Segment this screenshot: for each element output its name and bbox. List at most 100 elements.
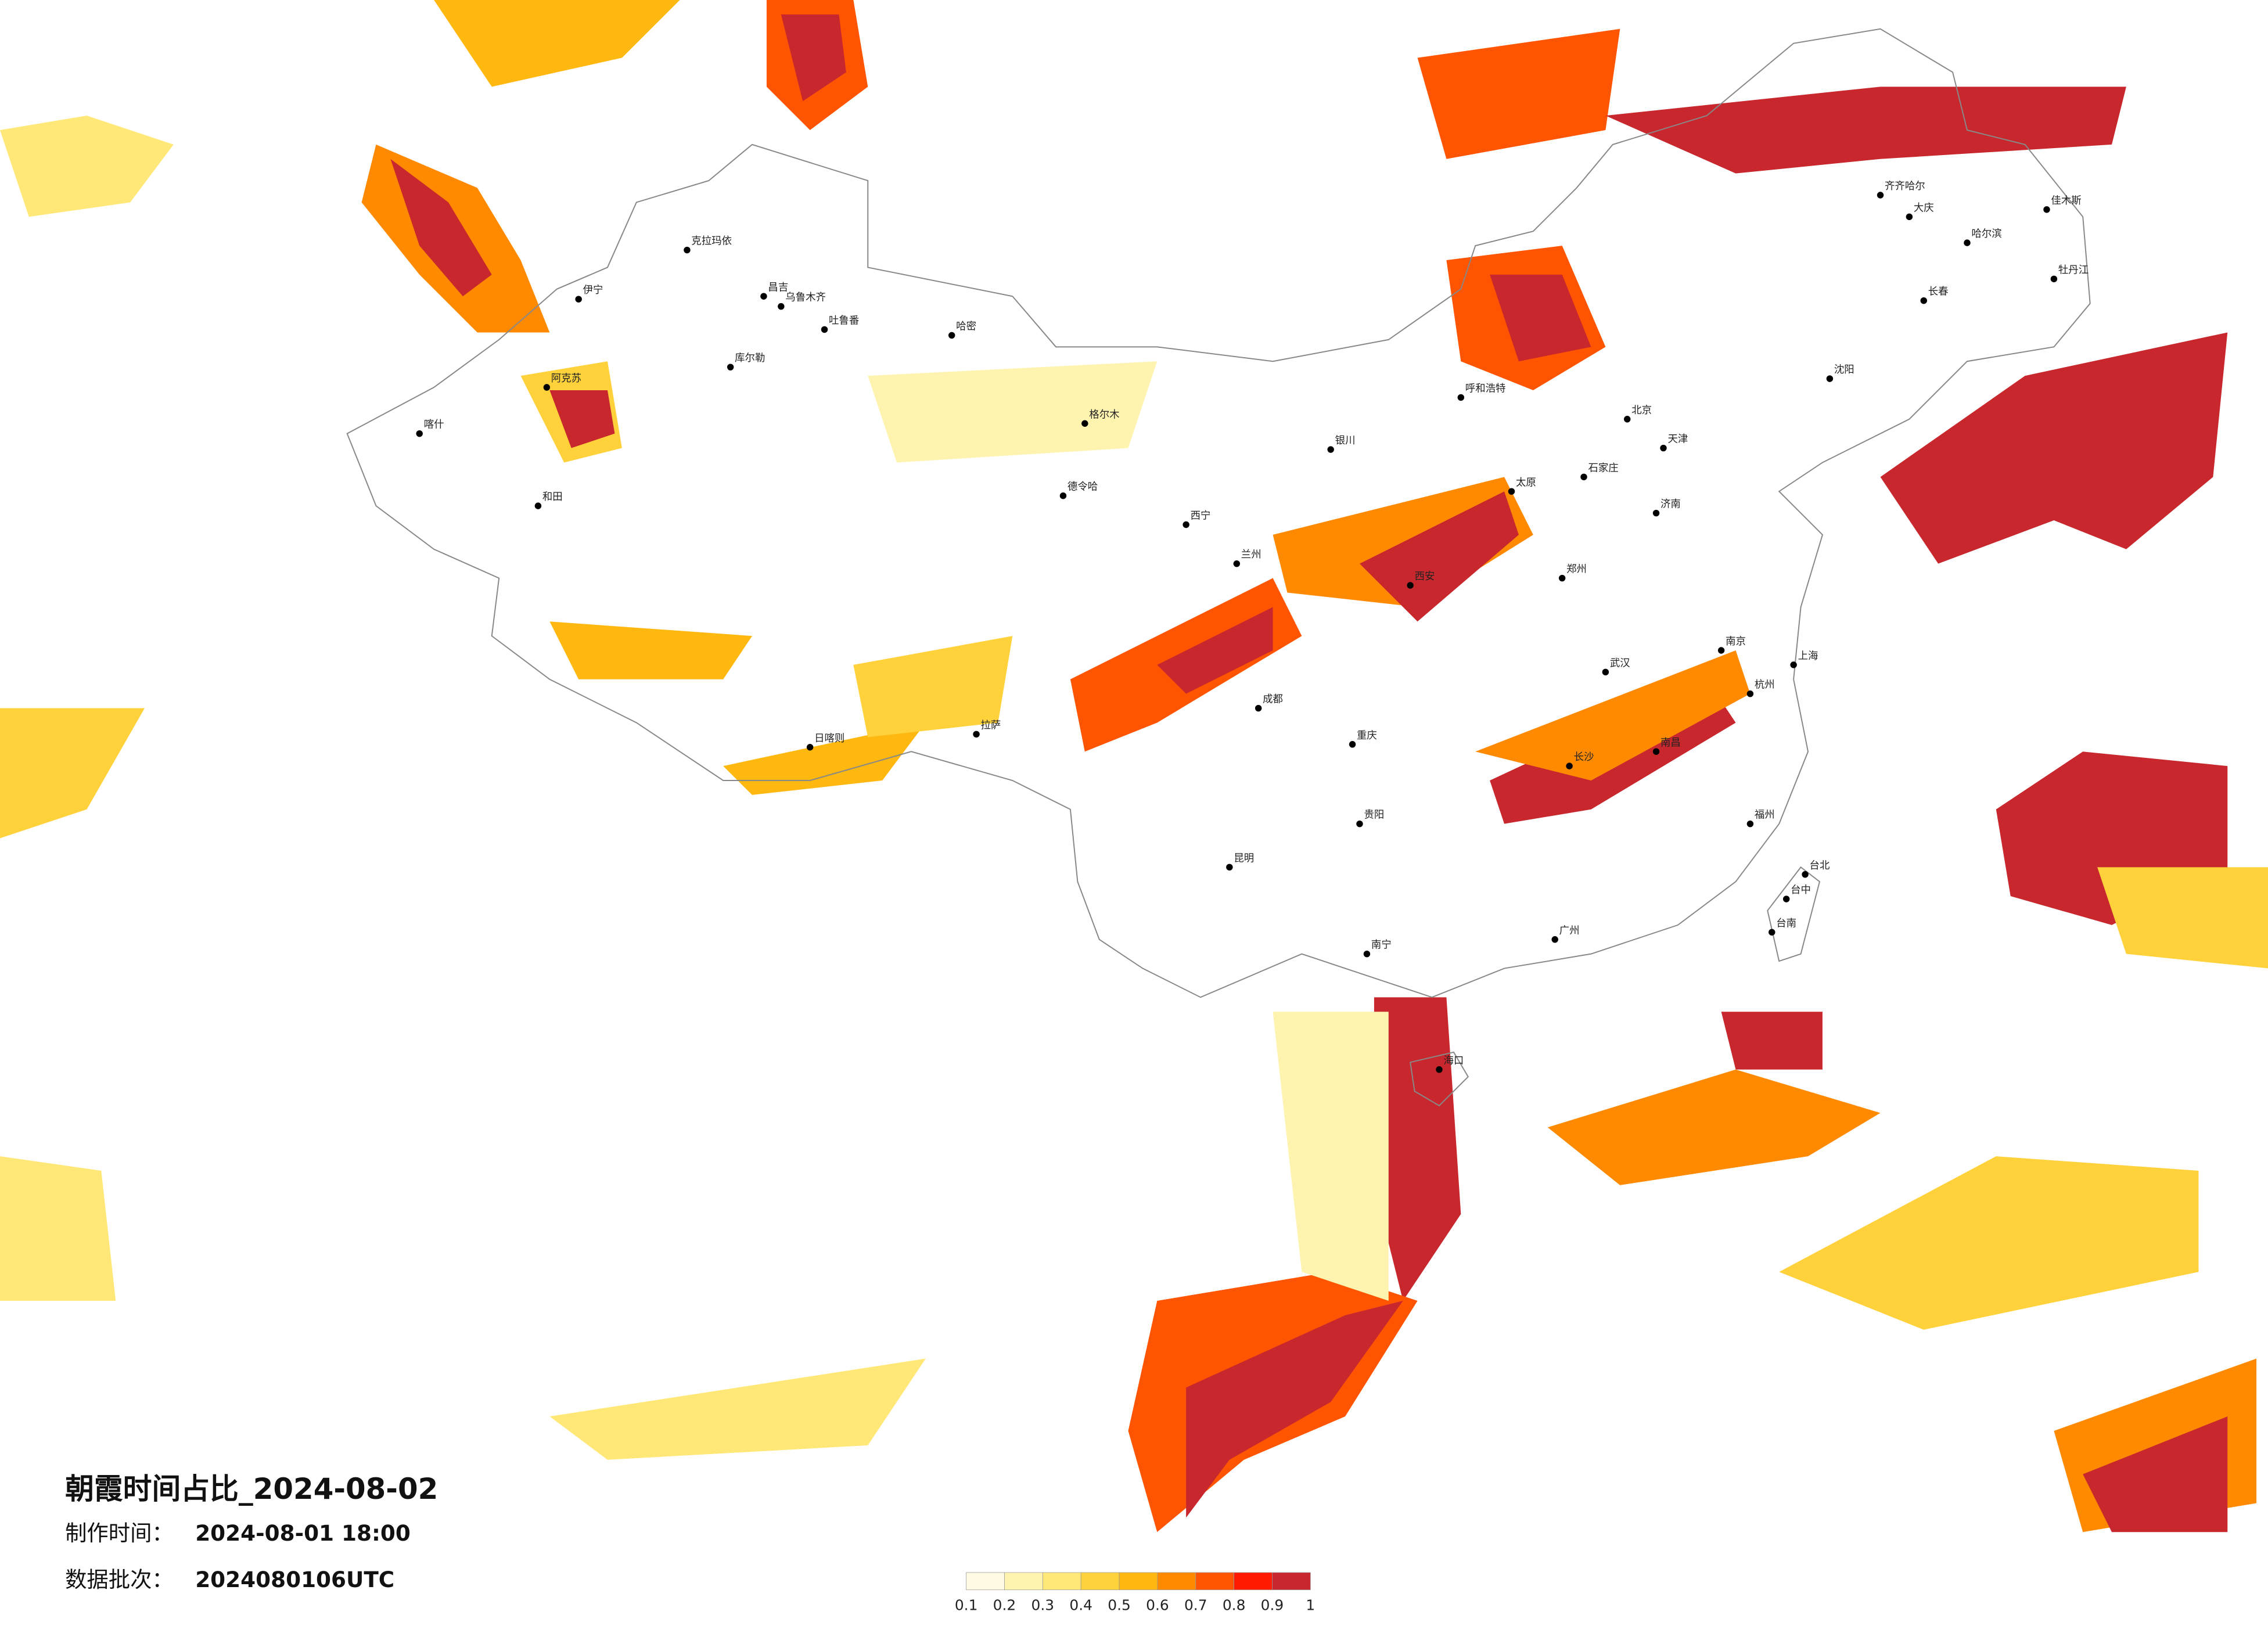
heat-patch <box>1374 997 1461 1301</box>
map-title: 朝霞时间占比_2024-08-02 <box>65 1472 438 1506</box>
city-dot <box>727 364 734 370</box>
city-label: 台南 <box>1776 918 1796 929</box>
taiwan-outline <box>1767 866 1821 962</box>
city-dot <box>1920 297 1928 304</box>
city-label: 银川 <box>1335 435 1356 447</box>
city-dot <box>1580 473 1587 481</box>
heat-patch <box>434 0 680 87</box>
heat-patch <box>1721 1012 1823 1070</box>
city-label: 佳木斯 <box>2051 195 2081 207</box>
legend-swatch <box>1080 1572 1120 1591</box>
info-label: 制作时间： <box>65 1520 174 1546</box>
city-dot <box>1746 690 1754 697</box>
city-label: 贵阳 <box>1364 810 1384 821</box>
legend-swatch <box>1195 1572 1234 1591</box>
city-dot <box>1652 509 1660 517</box>
city-label: 牡丹江 <box>2058 264 2089 276</box>
city-label: 呼和浩特 <box>1465 383 1506 394</box>
info-value: 2024-08-01 18:00 <box>195 1520 411 1546</box>
city-dot <box>1717 647 1725 654</box>
heat-patch <box>1490 274 1591 362</box>
city-label: 福州 <box>1755 810 1775 821</box>
city-dot <box>1624 416 1631 423</box>
city-dot <box>1566 762 1573 769</box>
info-label: 数据批次： <box>65 1567 174 1592</box>
heat-patch <box>1273 1012 1389 1301</box>
heat-patch <box>0 1156 116 1301</box>
city-label: 库尔勒 <box>735 352 765 364</box>
heat-patch <box>1605 87 2126 174</box>
city-dot <box>684 246 691 254</box>
legend-swatch <box>1042 1572 1081 1591</box>
city-label: 杭州 <box>1755 679 1775 691</box>
heat-patch <box>723 722 926 795</box>
legend-tick-label: 0.2 <box>993 1597 1016 1614</box>
city-label: 天津 <box>1667 434 1688 445</box>
legend-swatch <box>1234 1572 1273 1591</box>
heat-patch <box>1475 650 1751 780</box>
city-label: 济南 <box>1660 499 1681 510</box>
heat-patch <box>549 390 615 448</box>
city-label: 武汉 <box>1610 657 1630 669</box>
city-dot <box>1081 420 1088 427</box>
heat-patch <box>1547 1069 1881 1185</box>
heat-patch <box>2097 867 2268 969</box>
heat-patch <box>853 636 1013 738</box>
city-dot <box>973 731 980 738</box>
legend-tick-label: 1 <box>1306 1597 1315 1614</box>
city-label: 沈阳 <box>1834 364 1854 376</box>
city-label: 喀什 <box>424 419 444 431</box>
city-label: 昌吉 <box>768 282 788 293</box>
city-dot <box>1059 492 1067 499</box>
heat-patch <box>549 1358 926 1460</box>
city-dot <box>575 296 582 303</box>
city-dot <box>1746 820 1754 828</box>
city-label: 兰州 <box>1241 549 1261 561</box>
city-label: 克拉玛依 <box>691 236 732 247</box>
city-label: 齐齐哈尔 <box>1885 181 1925 192</box>
city-dot <box>1906 213 1913 221</box>
city-label: 格尔木 <box>1089 409 1119 420</box>
legend: 0.1 0.2 0.3 0.4 0.5 0.6 0.7 0.8 0.9 1 <box>955 1572 1315 1614</box>
city-dot <box>806 744 814 751</box>
city-dot <box>948 332 955 339</box>
heat-patch <box>549 621 753 679</box>
city-label: 成都 <box>1263 694 1283 706</box>
city-dot <box>1964 239 1971 246</box>
legend-swatch <box>1004 1572 1043 1591</box>
heat-patch <box>0 116 174 217</box>
city-dot <box>1436 1066 1443 1073</box>
city-label: 长春 <box>1928 286 1949 298</box>
city-label: 南京 <box>1726 636 1746 647</box>
legend-swatch <box>1119 1572 1158 1591</box>
city-label: 乌鲁木齐 <box>785 292 826 304</box>
heat-patch <box>1779 1156 2199 1330</box>
legend-tick-label: 0.1 <box>955 1597 978 1614</box>
city-dot <box>1826 375 1834 382</box>
city-dot <box>1457 394 1465 401</box>
heat-patch <box>390 159 492 297</box>
heat-patch <box>0 708 145 839</box>
city-label: 郑州 <box>1566 564 1587 575</box>
city-label: 日喀则 <box>814 733 844 744</box>
city-label: 昆明 <box>1234 852 1254 864</box>
city-label: 石家庄 <box>1588 462 1618 474</box>
city-label: 哈尔滨 <box>1971 228 2001 240</box>
legend-swatch <box>1157 1572 1196 1591</box>
city-dot <box>2043 206 2050 213</box>
legend-tick-label: 0.6 <box>1146 1597 1169 1614</box>
city-label: 西宁 <box>1191 510 1211 522</box>
city-label: 拉萨 <box>981 720 1001 731</box>
heat-patch <box>1880 332 2228 564</box>
city-label: 吐鲁番 <box>829 315 859 327</box>
city-label: 西安 <box>1415 571 1435 582</box>
city-label: 哈密 <box>956 321 976 332</box>
city-dot <box>1790 661 1797 668</box>
city-label: 南宁 <box>1371 940 1392 951</box>
city-dot <box>1407 582 1414 589</box>
city-dot <box>821 326 828 333</box>
city-label: 台北 <box>1810 860 1830 872</box>
city-label: 南昌 <box>1660 737 1681 749</box>
